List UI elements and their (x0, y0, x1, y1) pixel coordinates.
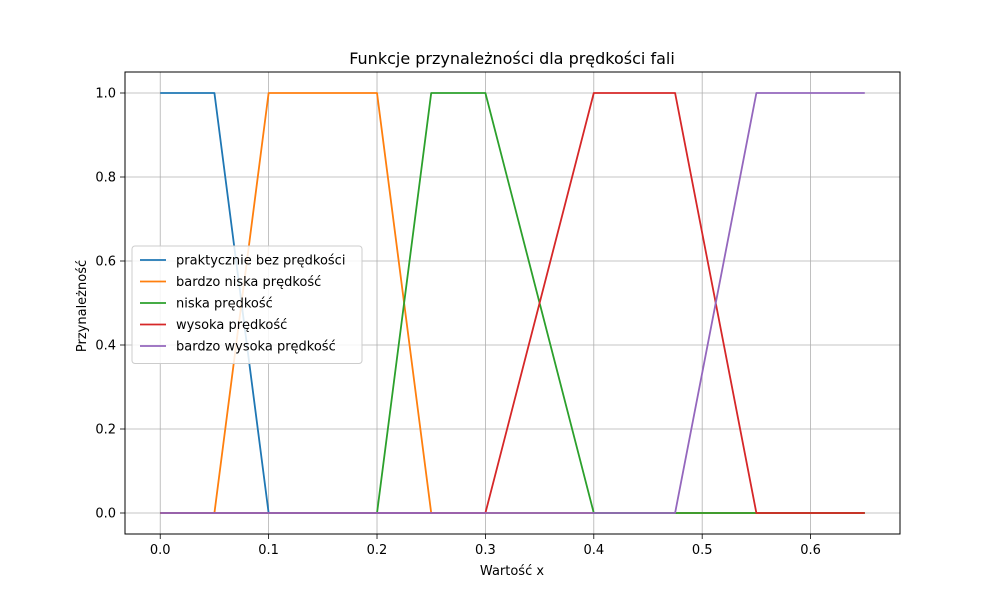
legend: praktycznie bez prędkości bardzo niska pr… (131, 245, 363, 364)
legend-entry: bardzo wysoka prędkość (176, 340, 336, 355)
x-tick-label: 0.6 (800, 543, 821, 558)
x-axis-label: Wartość x (480, 564, 544, 579)
y-tick-label: 0.2 (95, 423, 116, 438)
series-line (160, 92, 865, 514)
x-tick-label: 0.3 (475, 543, 496, 558)
x-tick-label: 0.4 (583, 543, 604, 558)
x-tick-label: 0.0 (150, 543, 171, 558)
y-tick-label: 0.6 (95, 255, 116, 270)
x-tick-label: 0.1 (258, 543, 279, 558)
y-tick-label: 0.4 (95, 339, 116, 354)
legend-entry: niska prędkość (176, 297, 273, 312)
y-tick-label: 1.0 (95, 87, 116, 102)
x-tick-label: 0.2 (367, 543, 388, 558)
y-axis-label: Przynależność (75, 260, 90, 352)
y-tick-label: 0.8 (95, 171, 116, 186)
legend-entry: bardzo niska prędkość (176, 275, 321, 290)
x-axis-ticks: 0.0 0.1 0.2 0.3 0.4 0.5 0.6 (150, 534, 821, 558)
x-tick-label: 0.5 (692, 543, 713, 558)
y-tick-label: 0.0 (95, 507, 116, 522)
legend-box (131, 245, 363, 364)
y-axis-ticks: 0.0 0.2 0.4 0.6 0.8 1.0 (95, 87, 125, 522)
legend-entry: wysoka prędkość (176, 318, 287, 333)
legend-entry: praktycznie bez prędkości (176, 254, 345, 269)
plot-frame (124, 71, 901, 535)
chart-title: Funkcje przynależności dla prędkości fal… (349, 49, 675, 68)
